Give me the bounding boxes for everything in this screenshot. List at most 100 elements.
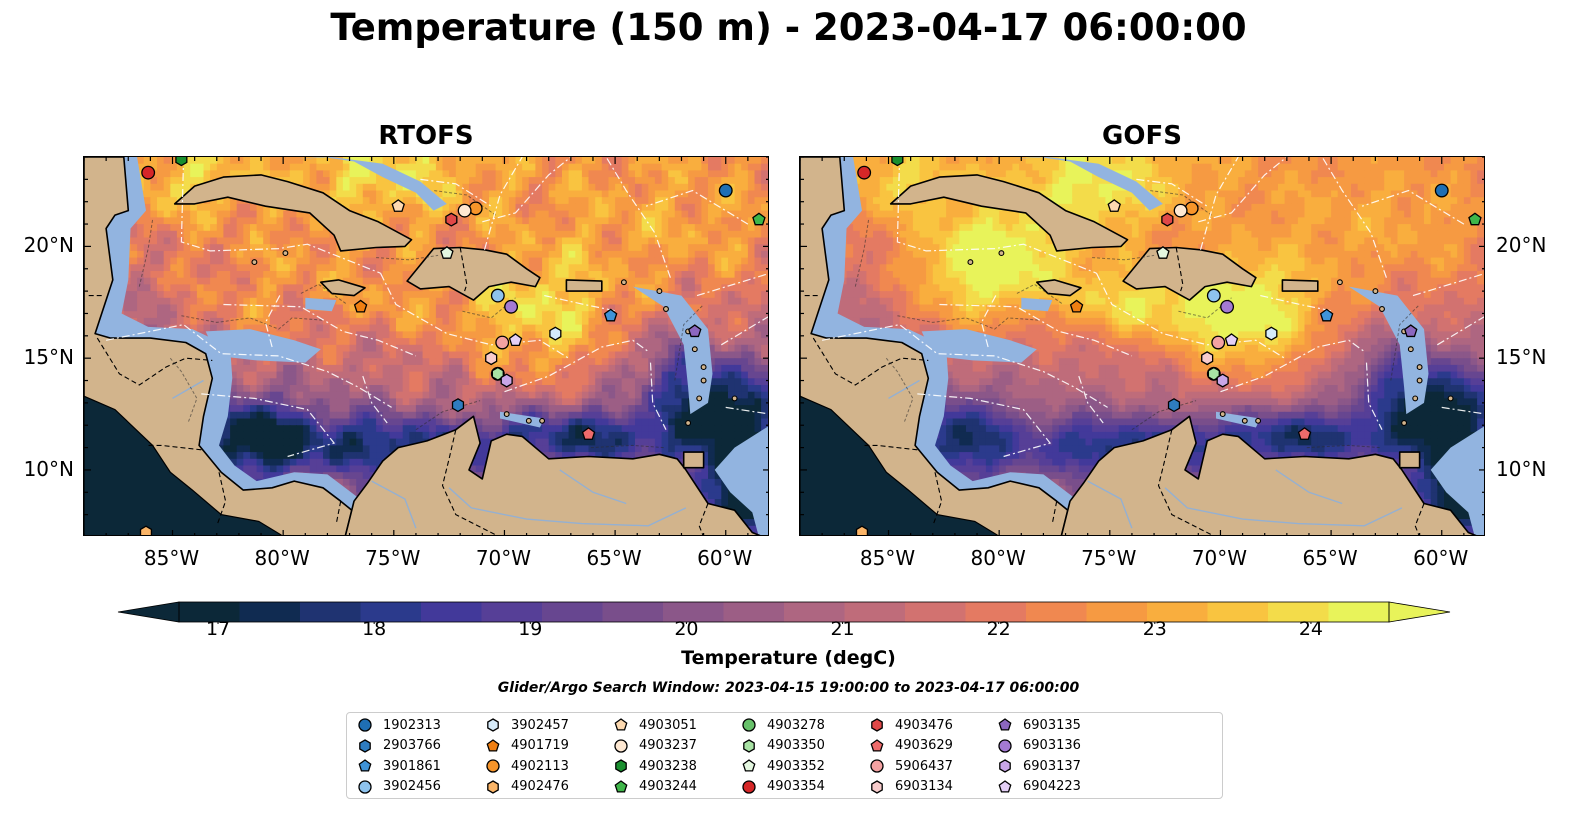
colorbar-extend-max [1388, 601, 1451, 623]
colorbar-segment [1268, 602, 1329, 622]
legend-label: 4903354 [767, 779, 825, 794]
float-marker-4903238 [891, 157, 904, 167]
legend-item-6903137: 6903137 [997, 756, 1081, 776]
legend-marker-icon [871, 779, 883, 794]
float-marker-4903352 [440, 246, 454, 259]
legend-marker-icon [743, 738, 755, 753]
legend-item-6903135: 6903135 [997, 715, 1081, 735]
legend-item-4903354: 4903354 [741, 777, 825, 797]
colorbar-tick-label: 24 [1298, 618, 1324, 640]
map-panel-gofs[interactable] [799, 156, 1485, 536]
float-marker-4903238 [175, 157, 188, 167]
legend-item-4903278: 4903278 [741, 715, 825, 735]
legend-item-4903476: 4903476 [869, 715, 953, 735]
legend-label: 1902313 [383, 717, 441, 733]
legend-marker-icon [486, 738, 500, 752]
eez-boundaries [821, 157, 1484, 458]
float-marker-5906437 [1211, 335, 1226, 350]
colorbar-tick-label: 21 [830, 618, 855, 640]
legend-item-1902313: 1902313 [357, 715, 441, 735]
colorbar-segment [1147, 602, 1208, 622]
legend-label: 6903134 [895, 779, 953, 794]
float-marker-4901719 [353, 299, 368, 313]
panel-title-rtofs: RTOFS [378, 121, 474, 151]
legend-label: 6903136 [1023, 738, 1081, 753]
legend-item-6904223: 6904223 [997, 777, 1081, 797]
legend-marker-icon [870, 738, 884, 752]
float-marker-3902456 [490, 288, 505, 303]
float-marker-6904223 [1224, 333, 1239, 347]
legend-label: 4901719 [511, 738, 569, 753]
float-marker-6903136 [1220, 299, 1235, 314]
panel-title-gofs: GOFS [1102, 121, 1182, 151]
float-marker-4903051 [1107, 199, 1121, 212]
float-marker-3902456 [1206, 288, 1221, 303]
float-marker-2903766 [1167, 398, 1181, 413]
legend-label: 5906437 [895, 758, 953, 774]
legend-marker-icon [614, 718, 628, 731]
float-marker-6903134 [485, 351, 498, 366]
lon-tick-label: 70°W [1191, 546, 1248, 570]
lat-tick-label: 10°N [23, 456, 74, 481]
colorbar-segment [481, 602, 543, 622]
legend-item-3902456: 3902456 [357, 777, 441, 797]
colorbar-segment [1328, 602, 1390, 622]
float-marker-4903476 [445, 212, 458, 227]
legend-marker-icon [358, 779, 372, 794]
lon-tick-label: 75°W [1081, 546, 1137, 570]
float-marker-4902113 [468, 201, 483, 216]
legend-label: 4902113 [511, 758, 569, 774]
float-marker-4903354 [857, 165, 872, 180]
legend-marker-icon [615, 759, 627, 773]
float-marker-4903352 [1156, 246, 1170, 259]
colorbar-extend-min [117, 601, 180, 623]
legend-label: 4903352 [767, 758, 825, 774]
lon-tick-label: 85°W [143, 546, 200, 570]
legend-item-4903237: 4903237 [613, 736, 697, 756]
colorbar-segment [542, 602, 603, 622]
float-marker-4903350 [491, 366, 504, 381]
lon-tick-label: 75°W [365, 546, 421, 570]
float-marker-4903051 [391, 199, 405, 212]
float-marker-1902313 [1434, 183, 1449, 198]
legend-label: 4903476 [895, 717, 953, 733]
colorbar-segment [723, 602, 785, 622]
legend-label: 4903629 [895, 738, 953, 753]
lat-tick-label: 20°N [23, 233, 74, 258]
eez-boundaries [105, 157, 768, 458]
colorbar-segment [663, 602, 724, 622]
legend-marker-icon [998, 738, 1012, 753]
lat-tick-label: 15°N [23, 345, 74, 370]
legend-label: 6904223 [1023, 779, 1081, 794]
float-marker-3901861 [1319, 308, 1334, 322]
search-window-caption: Glider/Argo Search Window: 2023-04-15 19… [497, 680, 1080, 696]
legend-marker-icon [487, 779, 499, 794]
float-marker-6903137 [1216, 373, 1229, 388]
legend-marker-icon [486, 759, 500, 773]
colorbar-segment [179, 602, 240, 622]
float-marker-4903244 [1468, 212, 1482, 226]
float-marker-4903244 [752, 212, 766, 226]
float-marker-4903629 [581, 427, 596, 440]
float-marker-1902313 [718, 183, 733, 198]
float-marker-3901861 [603, 308, 618, 322]
colorbar-tick-label: 22 [986, 618, 1011, 640]
legend-label: 4903350 [767, 738, 825, 753]
colorbar-tick-label: 19 [518, 618, 543, 640]
lon-tick-label: 65°W [1302, 546, 1358, 570]
float-marker-5906437 [495, 335, 510, 350]
colorbar-segment [421, 602, 482, 622]
colorbar-segment [300, 602, 361, 622]
legend-marker-icon [742, 779, 756, 794]
legend-marker-icon [870, 759, 884, 773]
legend-label: 4903278 [767, 717, 825, 733]
legend-item-5906437: 5906437 [869, 756, 953, 776]
legend-marker-icon [614, 738, 628, 753]
float-legend: 1902313 2903766 3901861 3902456 3902457 49017… [346, 712, 1223, 799]
colorbar-segment [602, 602, 664, 622]
legend-label: 4902476 [511, 779, 569, 794]
legend-marker-icon [742, 718, 756, 732]
legend-label: 4903238 [639, 758, 697, 774]
map-panel-rtofs[interactable] [83, 156, 769, 536]
float-marker-4903237 [1173, 203, 1188, 218]
